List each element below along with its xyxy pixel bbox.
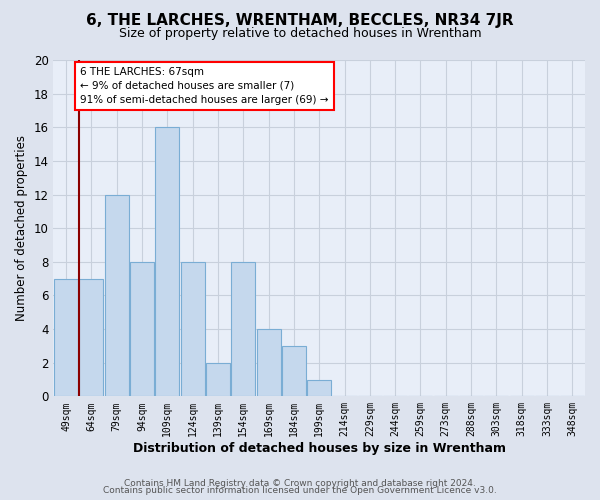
Text: 6 THE LARCHES: 67sqm
← 9% of detached houses are smaller (7)
91% of semi-detache: 6 THE LARCHES: 67sqm ← 9% of detached ho…: [80, 66, 328, 104]
Bar: [307, 380, 331, 396]
Y-axis label: Number of detached properties: Number of detached properties: [15, 135, 28, 321]
Text: Contains HM Land Registry data © Crown copyright and database right 2024.: Contains HM Land Registry data © Crown c…: [124, 478, 476, 488]
Bar: [155, 128, 179, 396]
X-axis label: Distribution of detached houses by size in Wrentham: Distribution of detached houses by size …: [133, 442, 506, 455]
Bar: [130, 262, 154, 396]
Bar: [54, 278, 78, 396]
Bar: [231, 262, 255, 396]
Text: Size of property relative to detached houses in Wrentham: Size of property relative to detached ho…: [119, 28, 481, 40]
Bar: [104, 194, 129, 396]
Bar: [257, 329, 281, 396]
Text: 6, THE LARCHES, WRENTHAM, BECCLES, NR34 7JR: 6, THE LARCHES, WRENTHAM, BECCLES, NR34 …: [86, 12, 514, 28]
Text: Contains public sector information licensed under the Open Government Licence v3: Contains public sector information licen…: [103, 486, 497, 495]
Bar: [181, 262, 205, 396]
Bar: [79, 278, 103, 396]
Bar: [282, 346, 306, 397]
Bar: [206, 362, 230, 396]
